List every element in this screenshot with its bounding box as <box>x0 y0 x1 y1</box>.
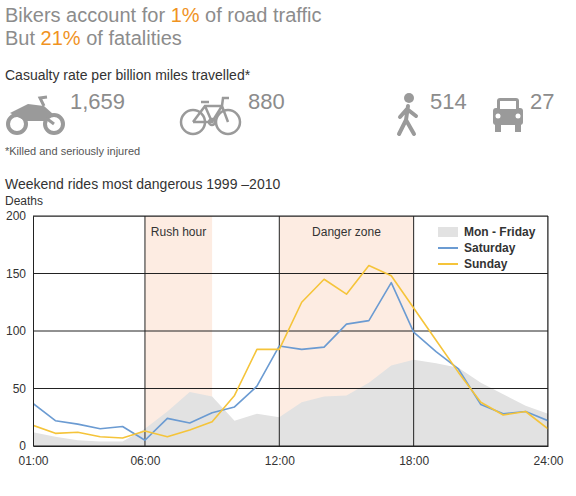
headline-segment: 21% <box>41 27 81 49</box>
x-tick-label: 24:00 <box>533 454 563 468</box>
legend-label: Sunday <box>464 257 508 271</box>
grid-line-x <box>548 216 549 446</box>
annotation-label: Danger zone <box>312 225 381 239</box>
grid-line-x <box>33 216 34 446</box>
casualty-rate: 27 <box>530 89 554 114</box>
headline-line: Bikers account for 1% of road traffic <box>5 4 321 26</box>
series-line <box>33 283 548 441</box>
x-axis: 01:00 06:00 12:00 18:00 24:00 <box>18 446 563 468</box>
x-tick: 12:00 <box>265 446 295 468</box>
headline-line: But 21% of fatalities <box>5 27 182 49</box>
y-tick-label: 50 <box>13 382 27 396</box>
legend-swatch <box>438 227 458 237</box>
grid-line-x <box>279 216 280 446</box>
headline-segment: of road traffic <box>200 4 322 26</box>
headline-segment: of fatalities <box>81 27 182 49</box>
annotation-label: Rush hour <box>151 225 206 239</box>
pedestrian-icon <box>399 93 416 134</box>
x-tick: 06:00 <box>130 446 160 468</box>
series-line <box>33 265 548 438</box>
chart-title: Weekend rides most dangerous 1999 –2010 <box>5 176 280 192</box>
grid-line-y <box>33 331 548 332</box>
y-axis-line <box>33 217 34 447</box>
x-tick: 24:00 <box>533 446 563 468</box>
frame-top <box>33 216 548 217</box>
x-axis-line <box>34 446 549 447</box>
casualty-rate: 1,659 <box>70 89 125 114</box>
grid-line-x <box>144 216 145 446</box>
casualty-rate: 514 <box>430 89 467 114</box>
bicycle-icon <box>181 98 240 134</box>
grid-line-y <box>33 446 548 447</box>
legend-swatch <box>438 263 458 265</box>
y-axis-title: Deaths <box>5 194 43 208</box>
car-icon <box>493 98 523 132</box>
y-tick: 0 <box>19 439 33 453</box>
footnote: *Killed and seriously injured <box>5 145 140 157</box>
y-tick-label: 100 <box>6 324 26 338</box>
casualty-rate: 880 <box>248 89 285 114</box>
frame-right <box>548 216 549 446</box>
y-tick: 200 <box>6 209 33 223</box>
grid-line-y <box>33 273 548 274</box>
motorbike-icon <box>8 97 63 133</box>
grid-line-y <box>33 216 548 217</box>
legend-swatch <box>438 247 458 249</box>
y-tick-label: 150 <box>6 267 26 281</box>
y-tick-label: 0 <box>19 439 26 453</box>
series-area <box>33 360 548 446</box>
legend: Mon - Friday Saturday Sunday <box>438 225 536 271</box>
x-tick-label: 12:00 <box>265 454 295 468</box>
y-tick: 100 <box>6 324 33 338</box>
y-tick: 150 <box>6 267 33 281</box>
y-tick-label: 200 <box>6 209 26 223</box>
x-tick-label: 06:00 <box>130 454 160 468</box>
headline-segment: Bikers account for <box>5 4 171 26</box>
legend-label: Mon - Friday <box>464 225 536 239</box>
headline-segment: But <box>5 27 41 49</box>
legend-label: Saturday <box>464 241 516 255</box>
x-tick-label: 18:00 <box>399 454 429 468</box>
x-tick-label: 01:00 <box>18 454 48 468</box>
x-tick: 18:00 <box>399 446 429 468</box>
plot-area <box>33 216 548 446</box>
grid <box>33 216 548 446</box>
y-axis: 0 50 100 150 200 <box>6 209 34 453</box>
y-tick: 50 <box>13 382 33 396</box>
infographic: Bikers account for 1% of road trafficBut… <box>0 0 576 496</box>
headline-segment: 1% <box>171 4 200 26</box>
casualty-title: Casualty rate per billion miles travelle… <box>5 67 251 83</box>
